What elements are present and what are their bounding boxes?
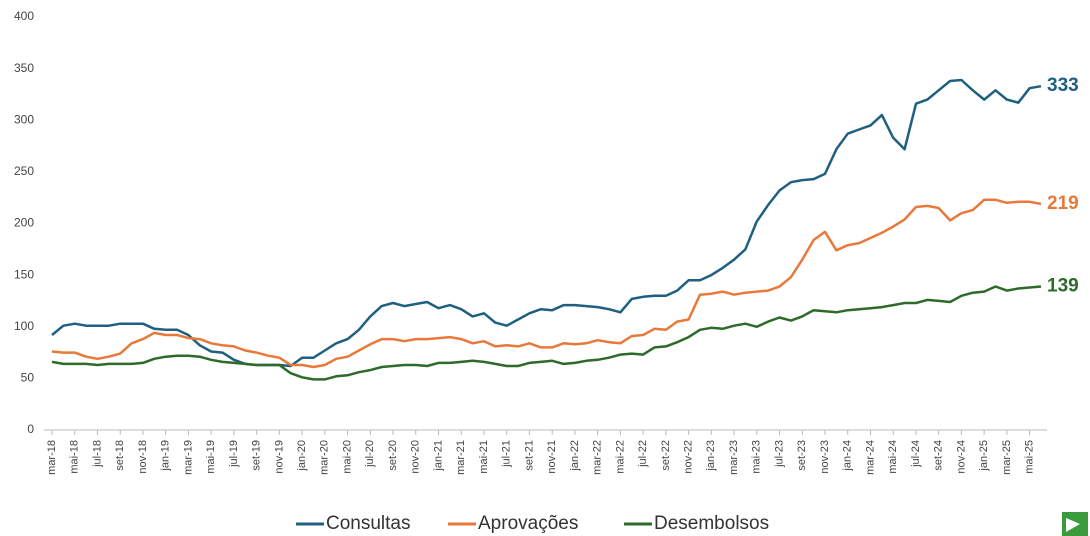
x-tick-label: mar-20	[319, 440, 331, 475]
x-tick-label: nov-20	[410, 440, 422, 474]
x-tick-label: mai-23	[751, 440, 763, 474]
x-tick-label: nov-21	[546, 440, 558, 474]
x-tick-label: jul-21	[501, 440, 513, 468]
legend-label: Desembolsos	[654, 513, 769, 534]
legend-label: Aprovações	[478, 513, 578, 534]
x-tick-label: set-19	[251, 440, 263, 471]
x-tick-label: nov-19	[273, 440, 285, 474]
x-tick-label: mai-21	[478, 440, 490, 474]
x-tick-label: set-20	[387, 440, 399, 471]
x-tick-label: mar-19	[182, 440, 194, 475]
y-tick-label: 250	[14, 164, 34, 178]
end-label: 139	[1047, 275, 1079, 296]
x-tick-label: mai-22	[614, 440, 626, 474]
series-line	[51, 78, 1042, 368]
y-tick-label: 0	[27, 422, 34, 436]
y-tick-label: 400	[14, 9, 34, 23]
series-line	[51, 285, 1042, 381]
end-label: 333	[1047, 75, 1079, 96]
x-tick-label: jan-20	[296, 440, 308, 472]
x-tick-label: mar-22	[592, 440, 604, 475]
x-tick-label: mai-24	[887, 440, 899, 474]
x-tick-label: jan-25	[978, 440, 990, 472]
y-tick-label: 150	[14, 267, 34, 281]
x-tick-label: jan-24	[842, 440, 854, 472]
x-tick-label: jul-22	[637, 440, 649, 468]
x-tick-label: set-24	[933, 440, 945, 471]
x-tick-label: jan-22	[569, 440, 581, 472]
series-line	[51, 198, 1042, 369]
x-tick-label: set-21	[523, 440, 535, 471]
y-tick-label: 300	[14, 112, 34, 126]
x-tick-label: mar-25	[1001, 440, 1013, 475]
x-tick-label: jul-20	[364, 440, 376, 468]
x-tick-label: set-18	[114, 440, 126, 471]
x-tick-label: jul-19	[228, 440, 240, 468]
x-tick-label: set-22	[660, 440, 672, 471]
x-tick-label: jul-23	[773, 440, 785, 468]
y-tick-label: 200	[14, 216, 34, 230]
x-tick-label: set-23	[796, 440, 808, 471]
legend-label: Consultas	[326, 513, 411, 534]
x-tick-label: nov-23	[819, 440, 831, 474]
y-tick-label: 100	[14, 319, 34, 333]
x-tick-label: mai-25	[1024, 440, 1036, 474]
x-tick-label: mar-18	[46, 440, 58, 475]
x-tick-label: jul-18	[91, 440, 103, 468]
x-tick-label: jan-21	[432, 440, 444, 472]
x-tick-label: mai-19	[205, 440, 217, 474]
x-tick-label: nov-18	[137, 440, 149, 474]
y-tick-label: 350	[14, 61, 34, 75]
x-tick-label: nov-22	[683, 440, 695, 474]
x-tick-label: mai-20	[341, 440, 353, 474]
x-tick-label: mai-18	[69, 440, 81, 474]
end-label: 219	[1047, 193, 1079, 214]
x-tick-label: jul-24	[910, 440, 922, 468]
x-tick-label: jan-19	[160, 440, 172, 472]
x-tick-label: jan-23	[705, 440, 717, 472]
logo	[1062, 512, 1088, 536]
y-tick-label: 50	[21, 371, 35, 385]
x-tick-label: mar-24	[864, 440, 876, 475]
x-tick-label: mar-21	[455, 440, 467, 475]
x-tick-label: nov-24	[955, 440, 967, 474]
x-tick-label: mar-23	[728, 440, 740, 475]
